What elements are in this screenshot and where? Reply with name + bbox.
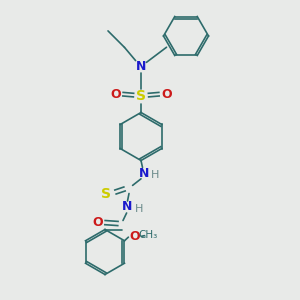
- Text: CH₃: CH₃: [139, 230, 158, 240]
- Text: N: N: [139, 167, 149, 180]
- Text: S: S: [101, 187, 112, 200]
- Text: H: H: [134, 203, 143, 214]
- Text: O: O: [92, 215, 103, 229]
- Text: N: N: [122, 200, 133, 214]
- Text: O: O: [161, 88, 172, 101]
- Text: O: O: [110, 88, 121, 101]
- Text: O: O: [130, 230, 140, 243]
- Text: N: N: [136, 59, 146, 73]
- Text: H: H: [151, 170, 159, 180]
- Text: S: S: [136, 89, 146, 103]
